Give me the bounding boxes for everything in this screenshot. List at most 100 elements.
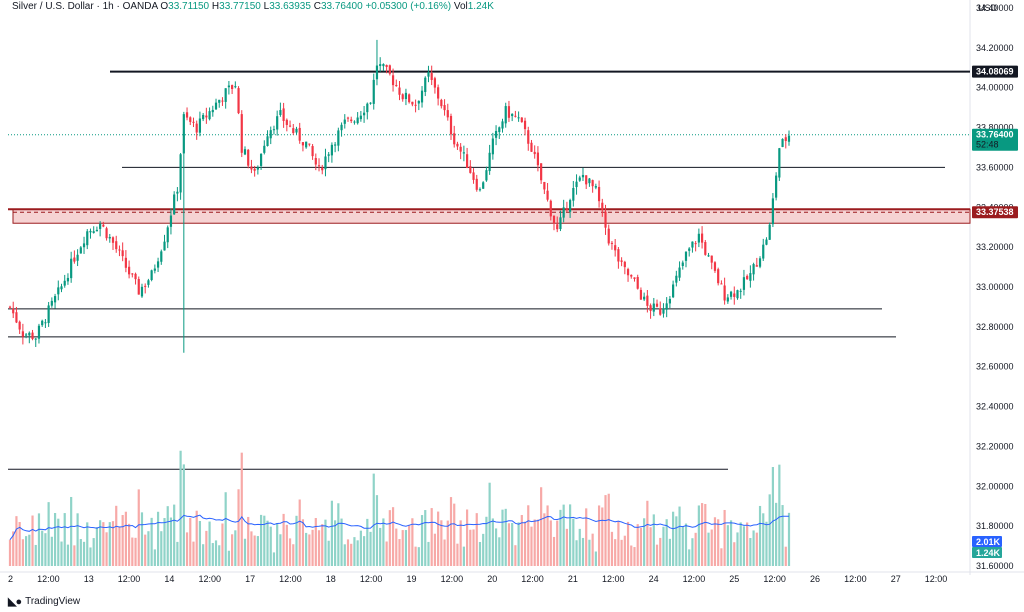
volume-bar — [713, 517, 717, 566]
volume-bar — [317, 530, 321, 566]
candle-body — [768, 224, 771, 240]
candle-body — [298, 127, 301, 141]
candle-body — [259, 153, 263, 166]
volume-bar — [491, 518, 494, 566]
candle-body — [684, 251, 688, 261]
volume-bar — [253, 535, 256, 566]
volume-bar — [214, 540, 218, 566]
candle-body — [128, 266, 131, 275]
candle-body — [523, 120, 527, 130]
x-tick-label: 12:00 — [925, 574, 948, 584]
candle-body — [572, 188, 575, 201]
volume-bar — [15, 516, 18, 566]
volume-bar — [134, 537, 137, 566]
candle-body — [758, 258, 762, 267]
candle-body — [73, 257, 76, 262]
volume-bar — [507, 523, 511, 566]
volume-bar — [697, 505, 700, 566]
volume-bar — [765, 521, 768, 566]
x-tick-label: 25 — [729, 574, 739, 584]
volume-bar — [781, 505, 784, 566]
candle-body — [739, 290, 742, 292]
candle-body — [24, 334, 28, 336]
candle-body — [221, 100, 224, 102]
volume-bar — [720, 548, 723, 566]
candle-body — [623, 261, 626, 268]
candle-body — [655, 303, 659, 307]
volume-bar — [643, 518, 646, 566]
volume-bar — [266, 520, 269, 566]
volume-bar — [569, 504, 572, 566]
candle-body — [569, 200, 572, 212]
volume-bar — [118, 526, 121, 566]
candle-body — [282, 108, 285, 121]
candle-body — [237, 88, 240, 114]
candle-body — [70, 258, 73, 279]
volume-bar — [308, 534, 311, 566]
candle-body — [121, 250, 124, 257]
candle-body — [549, 200, 552, 217]
x-tick-label: 27 — [891, 574, 901, 584]
candle-body — [746, 275, 749, 280]
volume-bar — [131, 537, 134, 566]
candle-body — [646, 295, 649, 306]
volume-bar — [694, 532, 697, 566]
tradingview-logo-icon: ◣● — [8, 596, 22, 608]
candle-body — [263, 145, 266, 153]
candle-body — [707, 255, 710, 257]
price-tag — [972, 206, 1018, 219]
volume-bar — [440, 520, 443, 566]
candle-body — [208, 111, 211, 120]
candle-body — [462, 152, 465, 154]
volume-bar — [597, 505, 601, 566]
candle-body — [633, 277, 636, 279]
candle-body — [540, 163, 543, 181]
candle-body — [47, 305, 50, 323]
volume-bar — [391, 507, 395, 566]
candle-body — [118, 249, 121, 251]
candle-body — [156, 261, 160, 268]
candle-body — [160, 251, 163, 262]
candle-body — [784, 137, 787, 141]
volume-bar — [160, 531, 163, 566]
candle-body — [446, 110, 449, 118]
candle-body — [433, 78, 437, 88]
volume-bar — [472, 529, 475, 566]
candle-body — [601, 202, 604, 210]
candle-body — [504, 106, 507, 124]
candle-body — [420, 90, 424, 103]
x-tick-label: 12:00 — [683, 574, 706, 584]
candle-body — [517, 117, 520, 119]
tradingview-brand[interactable]: ◣● TradingView — [8, 595, 80, 608]
change-value: +0.05300 (+0.16%) — [365, 1, 452, 12]
candle-body — [552, 215, 556, 224]
candle-body — [643, 296, 646, 300]
volume-bar — [630, 545, 633, 566]
volume-bar — [729, 520, 733, 566]
candle-body — [771, 198, 775, 225]
volume-bar — [57, 518, 60, 566]
volume-bar — [536, 519, 540, 566]
volume-bar — [623, 535, 626, 566]
volume-bar — [688, 549, 691, 566]
y-tick-label: 31.80000 — [976, 521, 1014, 531]
volume-bar — [173, 504, 176, 566]
candle-body — [694, 243, 697, 245]
volume-bar — [453, 503, 456, 566]
volume-bar — [710, 529, 713, 566]
volume-bar — [8, 539, 12, 566]
x-tick-label: 12:00 — [37, 574, 60, 584]
volume-bar — [301, 519, 305, 566]
candle-body — [57, 287, 60, 295]
volume-bar — [404, 530, 408, 566]
volume-bar — [752, 530, 755, 566]
volume-bar — [617, 521, 620, 566]
volume-bar — [128, 523, 131, 566]
volume-bar — [166, 506, 169, 566]
candle-body — [89, 230, 92, 233]
volume-bar — [218, 545, 221, 566]
candle-body — [346, 117, 350, 119]
candle-body — [305, 141, 308, 148]
candle-body — [581, 174, 585, 178]
